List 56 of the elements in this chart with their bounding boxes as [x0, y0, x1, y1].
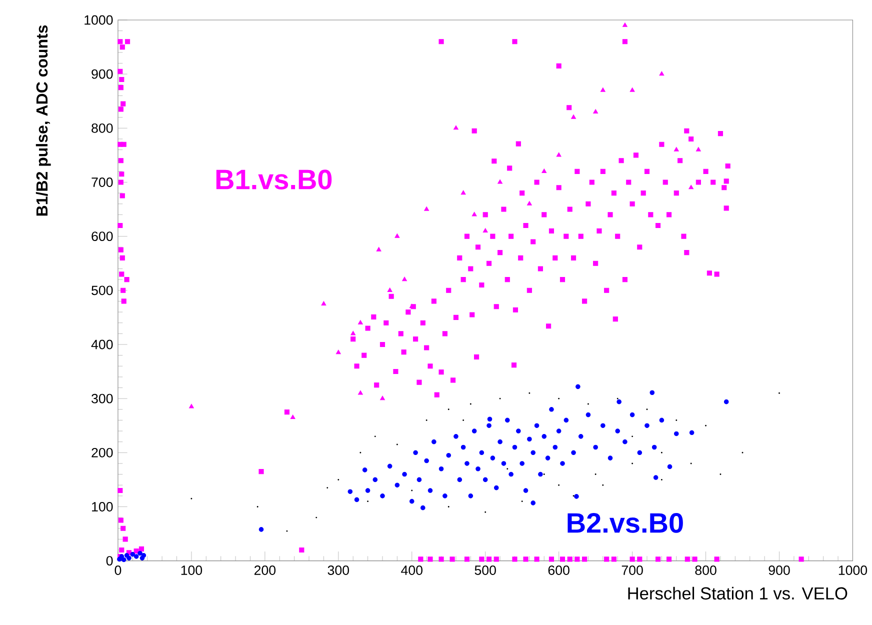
x-tick-label: 600: [548, 566, 570, 576]
x-tick-label: 200: [254, 566, 276, 576]
x-tick-label: 300: [328, 566, 349, 576]
y-tick-label: 800: [92, 124, 113, 133]
y-tick-label: 600: [92, 232, 113, 242]
point: [380, 396, 385, 400]
x-tick-label: 700: [622, 566, 643, 576]
text: B1.vs.B0: [216, 170, 332, 190]
x-axis-title: Herschel Station 1 vs. VELO: [628, 586, 848, 600]
x-tick-label: 0: [114, 566, 122, 576]
point: [542, 168, 547, 174]
point: [571, 114, 576, 119]
point: [188, 404, 194, 408]
x-tick-label: 800: [695, 566, 716, 576]
y-tick-label: 1000: [84, 15, 113, 25]
point: [482, 228, 488, 233]
y-tick-label: 500: [92, 286, 113, 296]
point: [358, 320, 363, 324]
point: [630, 88, 635, 92]
x-tick-label: 400: [401, 566, 422, 576]
point: [659, 71, 664, 76]
point: [350, 330, 356, 336]
point: [376, 247, 382, 252]
y-tick-label: 700: [92, 178, 113, 188]
point: [402, 276, 407, 282]
point: [453, 125, 458, 130]
point: [336, 350, 341, 354]
point: [472, 212, 477, 216]
x-tick-label: 500: [474, 566, 496, 576]
series-label: B2.vs.B0: [568, 513, 683, 533]
point: [394, 234, 400, 238]
y-tick-label: 100: [92, 502, 113, 512]
y-tick-label: 400: [91, 340, 113, 350]
point: [526, 201, 532, 206]
y-tick-label: 300: [92, 394, 113, 404]
point: [387, 288, 392, 292]
y-tick-label: 900: [92, 69, 113, 79]
point: [674, 147, 679, 152]
point: [688, 184, 694, 190]
x-tick-label: 900: [768, 566, 790, 576]
point: [622, 22, 628, 28]
point: [358, 390, 363, 395]
x-tick-label: 100: [181, 566, 202, 576]
point: [696, 147, 701, 152]
point: [290, 414, 296, 420]
x-tick-label: 1000: [838, 566, 868, 576]
point: [321, 301, 326, 306]
point: [593, 109, 598, 114]
y-axis-title: B1/B2 pulse, ADC counts: [36, 25, 51, 216]
point: [460, 190, 466, 195]
point: [498, 180, 503, 184]
y-tick-label: 200: [92, 448, 113, 458]
y-tick-label: 0: [106, 556, 113, 566]
point: [556, 152, 562, 157]
point: [424, 206, 430, 211]
point: [600, 88, 606, 92]
